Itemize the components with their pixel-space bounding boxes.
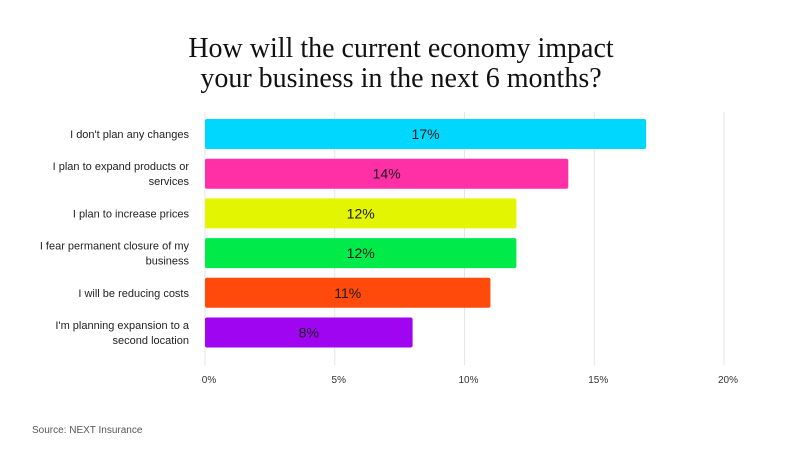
- bar: [205, 198, 517, 229]
- bars: 17% 14% 12% 12% 11% 8%: [205, 119, 647, 348]
- category-label: I plan to increase prices: [73, 208, 190, 220]
- category-label: I don't plan any changes: [70, 129, 189, 141]
- bar-value-label: 8%: [299, 325, 319, 341]
- category-label: I plan to expand products or services: [53, 161, 190, 188]
- bar: [205, 119, 647, 149]
- bar: [205, 158, 569, 189]
- bar: [205, 277, 491, 308]
- x-tick-label: 15%: [588, 375, 608, 386]
- bar-value-label: 17%: [412, 126, 440, 142]
- category-label: I will be reducing costs: [78, 288, 189, 300]
- x-tick-label: 5%: [332, 375, 347, 386]
- category-label: I fear permanent closure of my business: [40, 241, 190, 268]
- bar-value-label: 12%: [347, 245, 375, 261]
- chart-title-line-1: How will the current economy impact: [188, 33, 614, 64]
- x-axis-tick-labels: 0% 5% 10% 15% 20%: [202, 375, 738, 386]
- x-tick-label: 20%: [718, 375, 738, 386]
- bar: [205, 317, 413, 348]
- bar-value-label: 12%: [347, 205, 375, 221]
- chart-title: How will the current economy impact your…: [0, 34, 802, 94]
- bar: [205, 238, 517, 269]
- x-tick-label: 0%: [202, 375, 217, 386]
- x-tick-label: 10%: [458, 375, 478, 386]
- category-label: I'm planning expansion to a second locati…: [55, 320, 189, 347]
- source-note: Source: NEXT Insurance: [32, 425, 143, 436]
- category-labels: I don't plan any changes I plan to expand…: [40, 129, 190, 347]
- bar-value-label: 11%: [334, 285, 361, 301]
- chart-title-line-2: your business in the next 6 months?: [200, 63, 602, 94]
- bar-value-label: 14%: [373, 166, 401, 182]
